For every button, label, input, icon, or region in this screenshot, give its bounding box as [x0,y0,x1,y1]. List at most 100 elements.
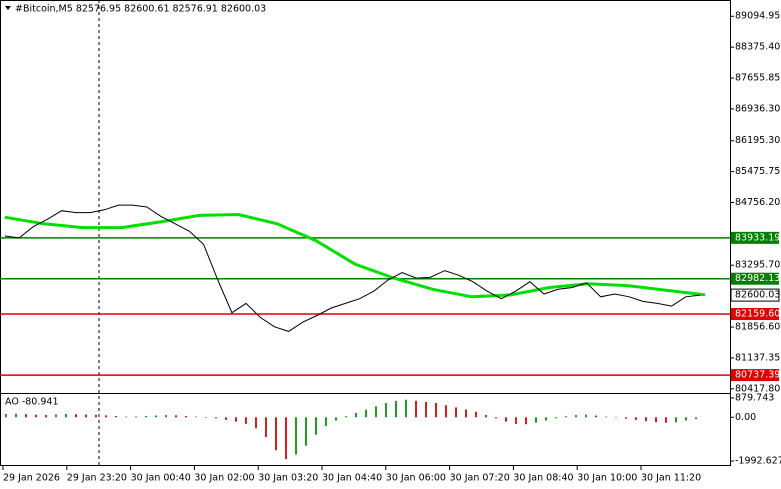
ao-bar [135,416,137,418]
x-tick-label: 29 Jan 23:20 [67,473,127,484]
ao-bar [675,417,677,423]
ao-bar [605,416,607,418]
y-tick-label: 81856.60 [735,322,780,333]
ao-tick-label: -1992.627 [735,456,781,467]
level-label: 82982.13 [735,273,780,284]
ao-bar [365,409,367,418]
ao-bar [245,417,247,424]
ao-bar [535,417,537,423]
ao-bar [425,401,427,418]
ao-bar [275,417,277,451]
x-tick-label: 30 Jan 00:40 [131,473,191,484]
ao-bar [65,413,67,418]
ao-bar [435,403,437,418]
ao-bar [105,415,107,418]
ao-bar [555,417,557,419]
ao-bar [15,413,17,418]
level-label: 80737.39 [735,370,780,381]
ao-bar [145,415,147,418]
ao-bar [25,414,27,418]
ao-bar [225,417,227,420]
ao-bar [5,413,7,418]
ao-bar [685,417,687,421]
y-tick-label: 85475.75 [735,166,780,177]
current-price-label: 82600.03 [735,290,780,301]
level-label: 83933.19 [735,232,780,243]
x-tick-label: 30 Jan 11:20 [641,473,701,484]
ao-bar [195,416,197,418]
y-tick-label: 80417.80 [735,383,780,394]
ao-tick-label: 879.743 [735,392,774,403]
ao-bar [215,417,217,419]
ao-bar [525,417,527,425]
price-line [4,204,701,332]
ao-bar [205,417,207,418]
ao-bar [615,417,617,418]
y-tick-label: 81137.35 [735,352,780,363]
x-tick-label: 30 Jan 10:00 [577,473,637,484]
ao-bar [155,415,157,418]
ao-bar [235,417,237,422]
ao-bar [175,415,177,418]
ao-bar [585,414,587,418]
ao-bar [645,417,647,422]
x-tick-label: 30 Jan 04:40 [322,473,382,484]
ao-bar [455,407,457,418]
ao-bar [485,415,487,418]
ao-bar [355,412,357,418]
ao-bar [35,414,37,418]
ao-bar [625,417,627,419]
ao-bar [465,409,467,418]
ao-bar [395,400,397,418]
ao-bar [55,414,57,418]
ao-bar [95,414,97,418]
ao-bar [305,417,307,446]
y-tick-label: 89094.95 [735,11,780,22]
ao-bar [475,411,477,418]
ao-bar [515,417,517,424]
ao-bar [45,415,47,418]
ao-bar [345,416,347,418]
ao-bar [375,406,377,418]
ao-tick-label: 0.00 [735,412,756,423]
level-label-box [731,272,779,285]
ao-bar [595,415,597,418]
ao-bar [505,417,507,422]
ao-bar [165,415,167,418]
y-tick-label: 88375.40 [735,42,780,53]
ao-bar [85,414,87,418]
ao-bar [545,417,547,421]
menu-arrow [5,6,11,10]
ao-bar [495,417,497,419]
x-tick-label: 30 Jan 07:20 [450,473,510,484]
level-label-box [731,369,779,382]
chart-title: #Bitcoin,M5 82576.95 82600.61 82576.91 8… [15,4,266,15]
x-tick-label: 30 Jan 06:00 [386,473,446,484]
frame [0,0,731,466]
ao-bar [325,417,327,427]
level-label-box [731,231,779,244]
ao-bar [385,403,387,418]
ao-bar [315,417,317,435]
ao-bar [665,417,667,423]
x-tick-label: 30 Jan 08:40 [513,473,573,484]
y-tick-label: 84756.20 [735,197,780,208]
ao-bar [655,417,657,423]
ao-bar [445,405,447,418]
x-tick-label: 30 Jan 02:00 [194,473,254,484]
ao-bar [415,400,417,418]
ao-bar [695,417,697,420]
ao-bar [115,415,117,418]
ao-bar [295,417,297,455]
ao-bar [125,416,127,418]
y-tick-label: 86195.30 [735,135,780,146]
ao-bar [185,415,187,418]
ao-bar [75,414,77,418]
current-price-box [730,288,780,302]
ao-bar [265,417,267,438]
ao-bar [335,417,337,421]
ao-bar [635,417,637,420]
level-label: 82159.60 [735,309,780,320]
x-tick-label: 30 Jan 03:20 [258,473,318,484]
